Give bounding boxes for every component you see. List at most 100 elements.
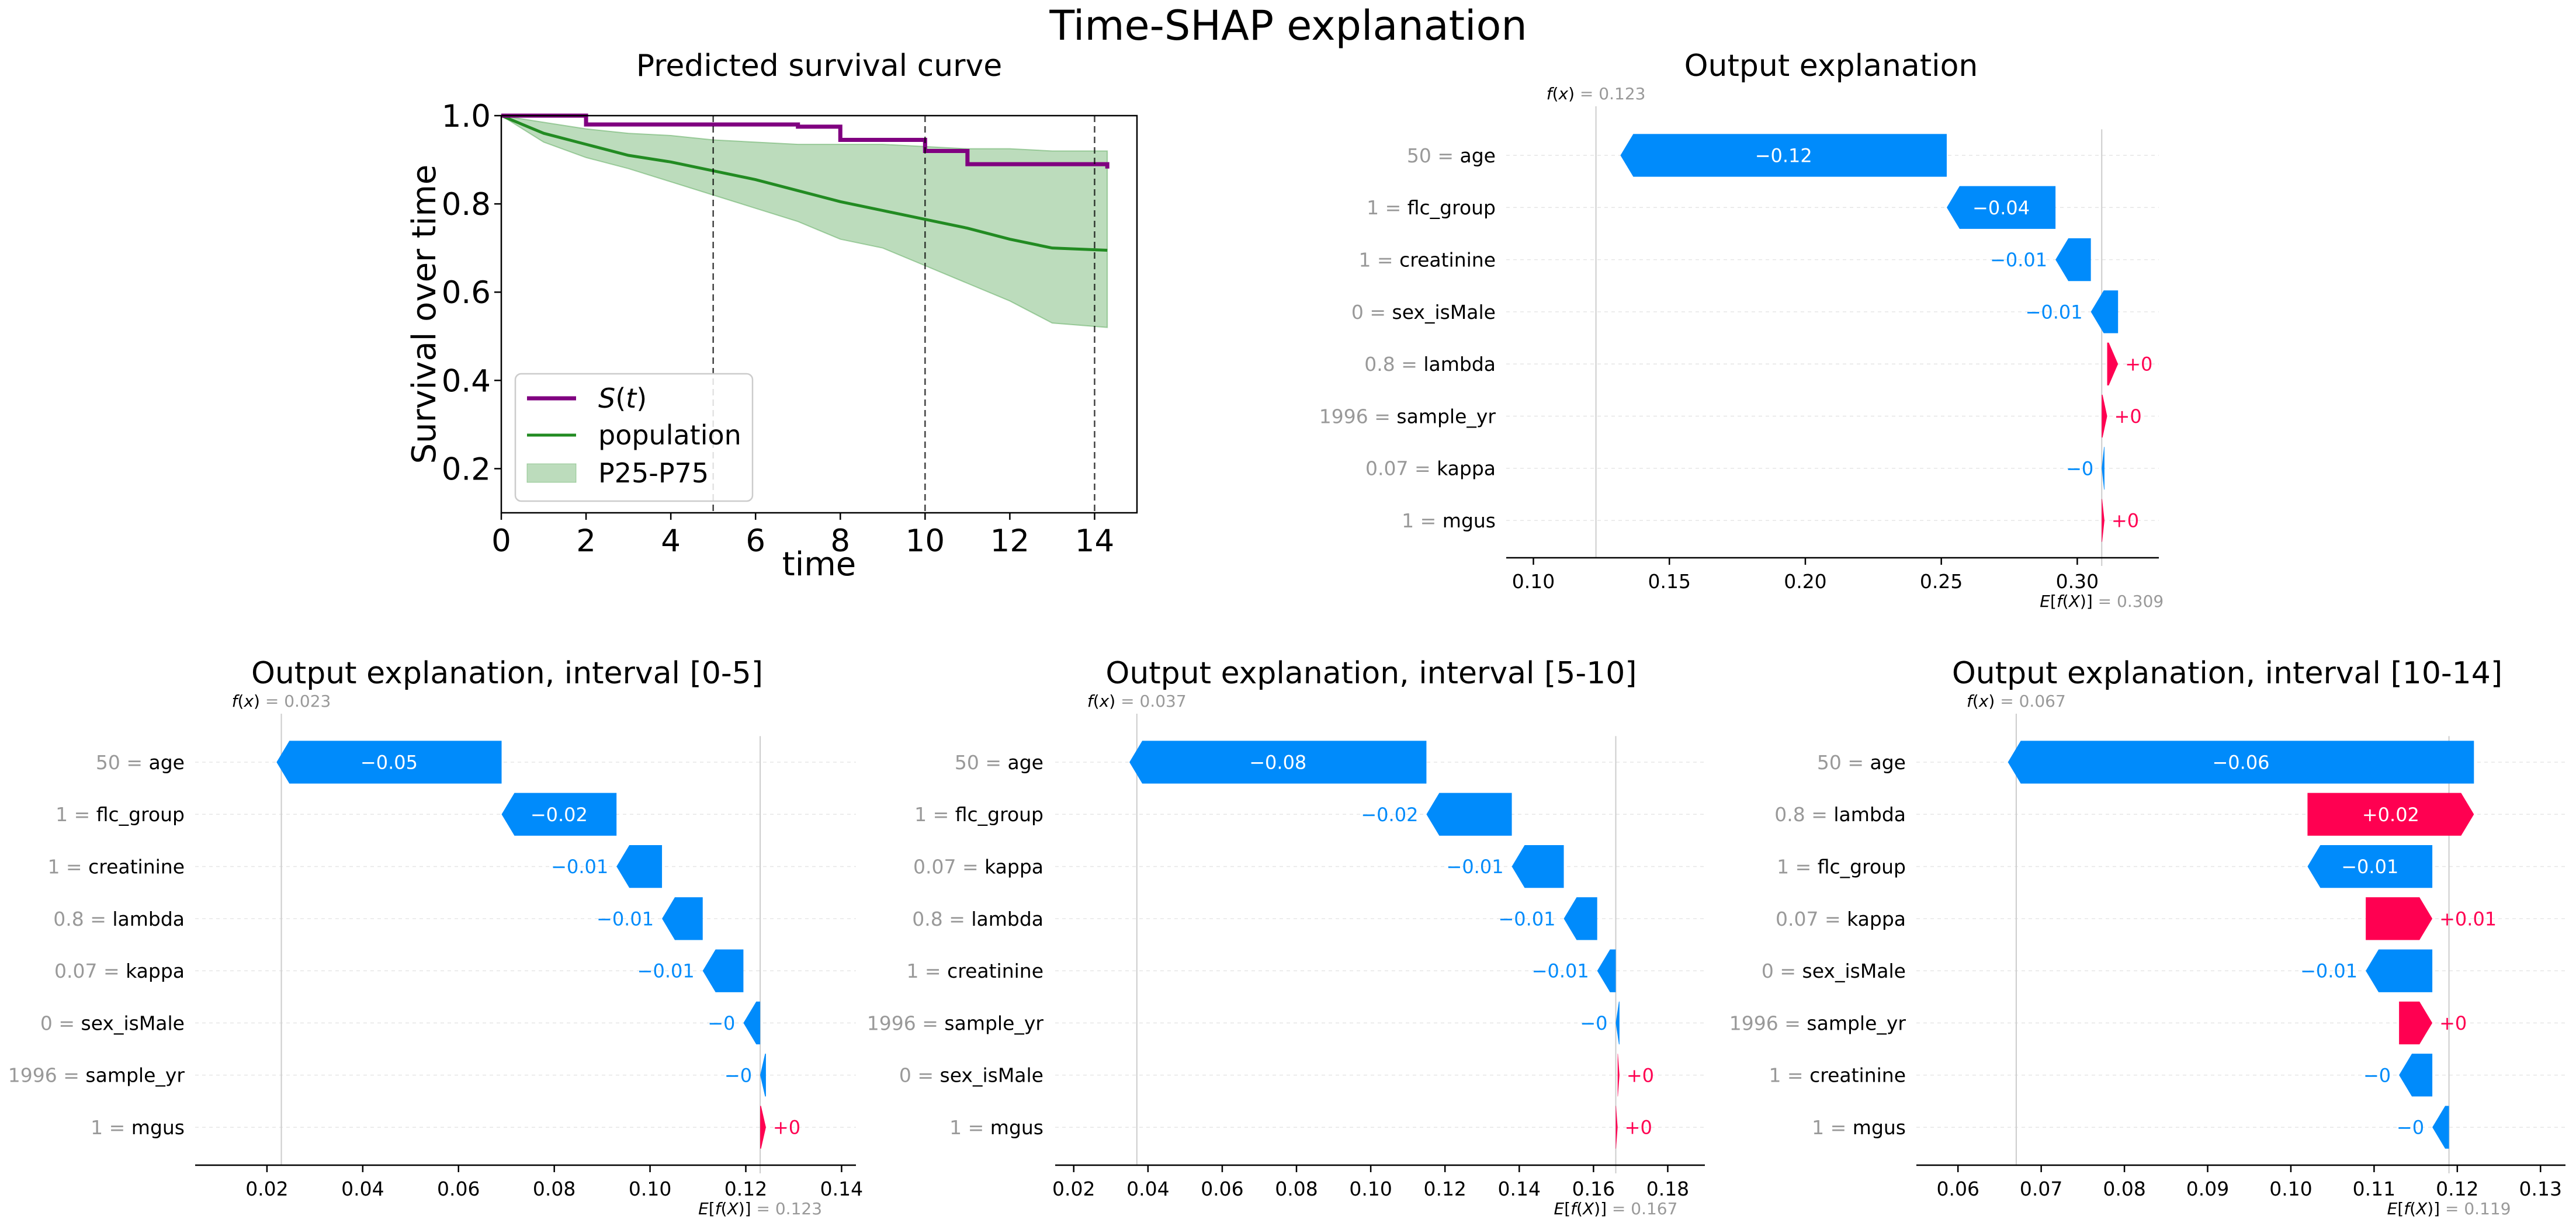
x-tick-label: 8 (830, 523, 850, 559)
shap-value-label: −0.02 (1361, 804, 1418, 826)
shap-bar (2102, 447, 2105, 490)
shap-bar (2307, 793, 2474, 836)
x-tick-label: 0.14 (820, 1177, 863, 1200)
waterfall-title: Output explanation (1684, 48, 1978, 84)
fx-label: f(x) = 0.123 (1547, 84, 1646, 103)
series-line-population (501, 114, 1108, 252)
shap-bar (616, 845, 663, 888)
efx-label: E[f(X)] = 0.123 (698, 1199, 822, 1218)
feature-label: 50 = age (955, 751, 1043, 774)
shap-bar (743, 1001, 761, 1045)
x-tick-label: 0.11 (2353, 1177, 2395, 1200)
feature-label: 50 = age (1817, 751, 1906, 774)
x-tick-label: 10 (906, 523, 945, 559)
x-tick-label: 0.20 (1784, 570, 1826, 593)
x-tick-label: 0.16 (1572, 1177, 1615, 1200)
shap-bar (2107, 342, 2119, 385)
feature-label: 0 = sex_isMale (40, 1012, 185, 1034)
survival-plot-frame (500, 114, 1138, 514)
y-tick-label: 1.0 (442, 99, 491, 134)
x-tick-label: 0.06 (1936, 1177, 1979, 1200)
feature-label: 1 = flc_group (914, 803, 1043, 826)
shap-value-label: +0 (1627, 1064, 1654, 1086)
feature-label: 1996 = sample_yr (1729, 1012, 1906, 1034)
shap-value-label: −0 (708, 1012, 735, 1034)
feature-label: 1 = mgus (1402, 509, 1496, 532)
fx-label: f(x) = 0.067 (1967, 692, 2066, 711)
waterfall-title: Output explanation, interval [5-10] (1105, 656, 1637, 691)
shap-bar (2366, 897, 2433, 940)
shap-value-label: −0 (2066, 457, 2093, 480)
shap-bar (276, 741, 502, 784)
feature-label: 0.07 = kappa (54, 960, 185, 982)
shap-value-label: −0.04 (1972, 197, 2030, 219)
legend-label-survival: S(t) (598, 383, 647, 414)
shap-value-label: +0 (2439, 1012, 2467, 1034)
waterfall-interval_5_10: Output explanation, interval [5-10]f(x) … (867, 656, 1705, 1218)
shap-value-label: +0 (773, 1117, 800, 1139)
feature-label: 0.8 = lambda (912, 908, 1043, 930)
x-tick-label: 0.08 (1275, 1177, 1318, 1200)
shap-value-label: −0.01 (1447, 856, 1504, 878)
shap-value-label: +0.01 (2439, 908, 2497, 930)
x-tick-label: 0.30 (2056, 570, 2099, 593)
shap-bar (2366, 949, 2433, 992)
shap-bar (1426, 793, 1512, 836)
y-tick-label: 0.6 (442, 275, 491, 311)
legend-swatch-band (526, 463, 577, 483)
shap-bar (1563, 897, 1597, 940)
shap-bar (2102, 499, 2105, 542)
shap-value-label: −0.05 (360, 752, 418, 774)
shap-value-label: +0 (2125, 353, 2152, 376)
feature-label: 50 = age (1407, 144, 1496, 167)
survival-chart-title: Predicted survival curve (636, 48, 1003, 84)
feature-label: 0.8 = lambda (53, 908, 185, 930)
feature-label: 1 = mgus (949, 1116, 1043, 1139)
waterfall-interval_10_14: Output explanation, interval [10-14]f(x)… (1729, 656, 2565, 1218)
x-tick-label: 0.10 (629, 1177, 671, 1200)
shap-value-label: −0 (2397, 1117, 2424, 1139)
shap-value-label: −0 (1580, 1012, 1607, 1034)
survival-legend: S(t) population P25-P75 (514, 373, 754, 502)
shap-value-label: −0.01 (1532, 960, 1589, 982)
efx-label: E[f(X)] = 0.119 (2387, 1199, 2511, 1218)
shap-bar (1615, 1106, 1618, 1149)
legend-label-band: P25-P75 (598, 457, 709, 489)
shap-bar (1597, 949, 1616, 992)
shap-bar (501, 793, 617, 836)
feature-label: 0 = sex_isMale (899, 1064, 1043, 1087)
survival-chart: Predicted survival curve 0 2 4 6 8 10 12 14 0.2 0.… (405, 48, 1138, 583)
feature-label: 1 = mgus (1812, 1116, 1906, 1139)
efx-label: E[f(X)] = 0.167 (1554, 1199, 1678, 1218)
feature-label: 0.07 = kappa (1365, 457, 1496, 480)
shap-bar (2399, 1054, 2433, 1097)
x-tick-label: 0.02 (245, 1177, 288, 1200)
feature-label: 1996 = sample_yr (1319, 405, 1496, 428)
shap-value-label: −0.01 (2026, 301, 2083, 323)
y-tick-label: 0.8 (442, 187, 491, 223)
legend-box (514, 373, 754, 502)
x-tick-label: 0.13 (2519, 1177, 2562, 1200)
feature-label: 0 = sex_isMale (1351, 301, 1496, 324)
x-tick-label: 0.08 (533, 1177, 575, 1200)
feature-label: 1 = creatinine (47, 855, 185, 878)
shap-value-label: +0.02 (2362, 804, 2419, 826)
shap-value-label: +0 (2112, 510, 2139, 532)
x-tick-label: 12 (990, 523, 1029, 559)
feature-label: 1 = flc_group (56, 803, 185, 826)
shap-bar (1129, 741, 1427, 784)
feature-label: 1 = creatinine (1769, 1064, 1906, 1087)
x-tick-label: 0.06 (1201, 1177, 1243, 1200)
feature-label: 1 = flc_group (1367, 196, 1496, 219)
shap-bar (662, 897, 703, 940)
shap-value-label: −0.06 (2212, 752, 2269, 774)
shap-value-label: −0.01 (597, 908, 654, 930)
series-step-survival (501, 113, 1110, 169)
x-tick-label: 0.10 (1349, 1177, 1392, 1200)
shap-value-label: −0.12 (1755, 145, 1812, 167)
shap-bar (2399, 1001, 2433, 1045)
feature-label: 0 = sex_isMale (1762, 960, 1906, 982)
x-tick-label: 0.12 (724, 1177, 767, 1200)
x-tick-label: 0.10 (1512, 570, 1555, 593)
